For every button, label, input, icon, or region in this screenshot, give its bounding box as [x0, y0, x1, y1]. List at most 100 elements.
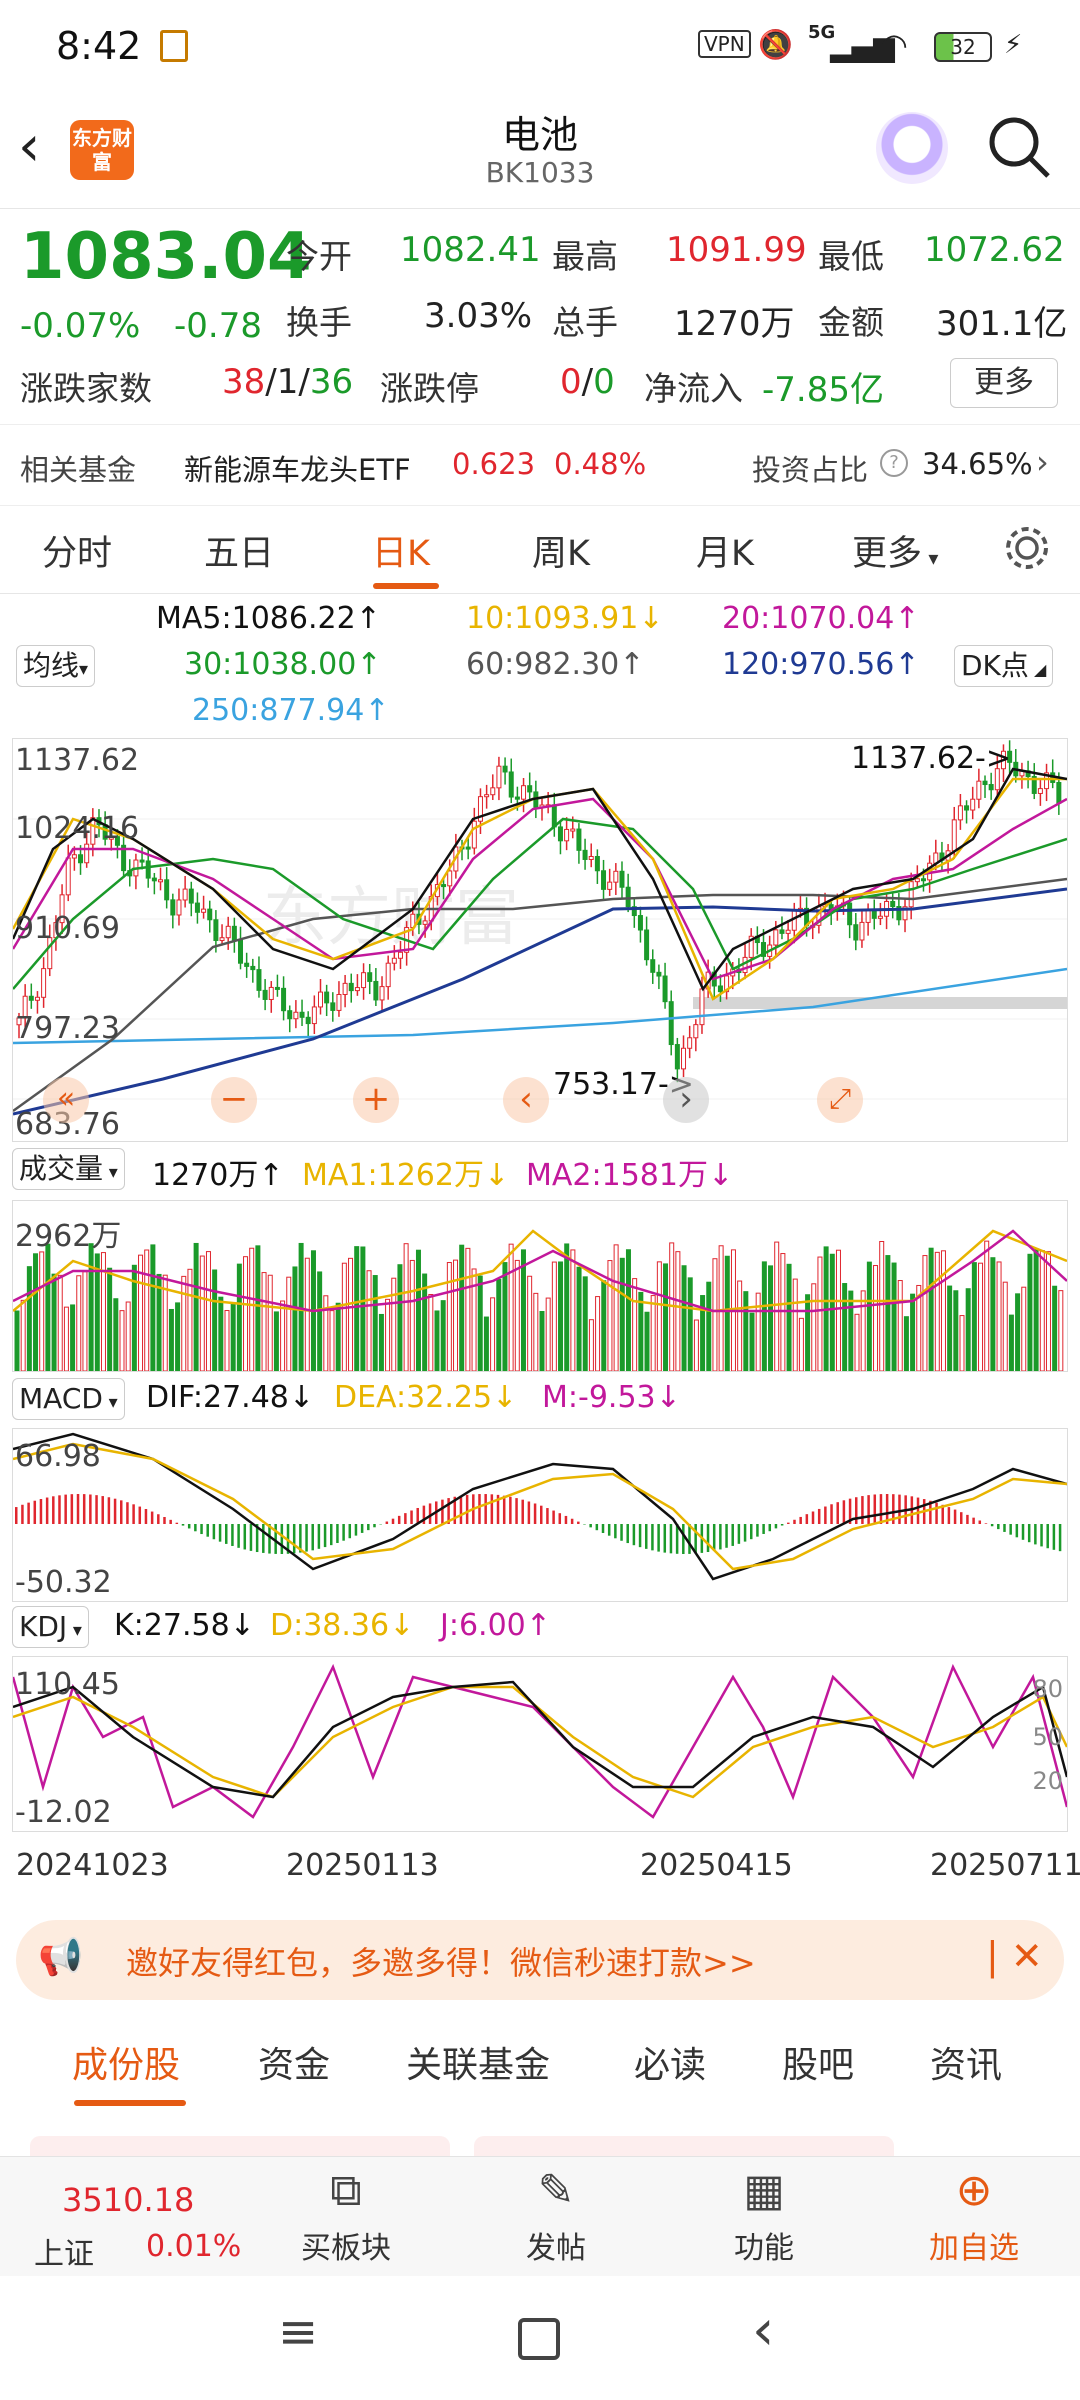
macd-bar	[373, 1524, 376, 1528]
index-percent[interactable]: 0.01%	[146, 2229, 242, 2264]
home-icon[interactable]	[518, 2318, 560, 2360]
volume-bar	[280, 1300, 286, 1371]
tab-must-read[interactable]: 必读	[634, 2045, 707, 2086]
fullscreen-icon[interactable]: ⤢	[817, 1077, 863, 1123]
low-label: 最低	[818, 237, 884, 276]
candle-body	[422, 920, 428, 925]
index-name[interactable]: 上证	[34, 2237, 94, 2272]
back-nav-icon[interactable]: ‹	[752, 2298, 775, 2363]
macd-svg	[13, 1432, 1067, 1581]
tab-weekly-k[interactable]: 周K	[532, 534, 590, 574]
macd-selector[interactable]: MACD ▾	[12, 1378, 125, 1420]
macd-bar	[218, 1524, 222, 1542]
volume-bar	[94, 1253, 100, 1371]
candle-body	[379, 986, 385, 1001]
volume-bars	[14, 1240, 1064, 1371]
dk-point-button[interactable]: DK点 ◢	[954, 645, 1054, 687]
volume-bar	[218, 1296, 224, 1371]
system-nav-bar: ≡ ‹	[0, 2276, 1080, 2400]
index-value[interactable]: 3510.18	[62, 2181, 195, 2219]
volume-bar	[774, 1241, 780, 1371]
candle-body	[342, 982, 348, 995]
scroll-left-icon[interactable]: ‹	[503, 1077, 549, 1123]
tab-related-funds[interactable]: 关联基金	[406, 2045, 551, 2086]
macd-bar	[1009, 1524, 1012, 1535]
nav-buy-sector[interactable]: ⧉ 买板块	[266, 2165, 426, 2267]
fund-percent: 0.48%	[554, 447, 647, 481]
candle-body	[348, 982, 354, 992]
volume-bar	[1033, 1249, 1039, 1371]
candle-body	[145, 860, 151, 879]
page-title: 电池	[501, 113, 578, 157]
macd-bar	[941, 1504, 944, 1524]
more-button[interactable]: 更多	[950, 358, 1058, 408]
assistant-avatar[interactable]	[876, 112, 948, 184]
tab-intraday[interactable]: 分时	[42, 534, 113, 574]
volume-bar	[255, 1245, 261, 1371]
volume-bar	[156, 1273, 162, 1371]
volume-bar	[576, 1266, 582, 1371]
nav-add-watchlist[interactable]: ⊕ 加自选	[894, 2165, 1054, 2267]
close-icon[interactable]: | ✕	[986, 1934, 1043, 1978]
tab-more[interactable]: 更多 ▾	[852, 534, 939, 574]
macd-bar	[1052, 1524, 1056, 1550]
volume-bar	[70, 1304, 76, 1371]
macd-bar	[719, 1524, 722, 1550]
candle-body	[970, 798, 976, 811]
date-label-1: 20241023	[16, 1848, 169, 1883]
tab-forum[interactable]: 股吧	[782, 2045, 855, 2086]
nav-functions[interactable]: ▦ 功能	[684, 2165, 844, 2267]
volume-bar	[1008, 1314, 1014, 1371]
zoom-in-icon[interactable]: +	[353, 1077, 399, 1123]
scroll-left-fast-icon[interactable]: «	[43, 1077, 89, 1123]
volume-selector[interactable]: 成交量 ▾	[12, 1148, 125, 1190]
candle-body	[656, 971, 662, 977]
nav-post[interactable]: ✎ 发帖	[476, 2165, 636, 2267]
tab-monthly-k[interactable]: 月K	[696, 534, 754, 574]
related-fund-row[interactable]: 相关基金 新能源车龙头ETF 0.623 0.48% 投资占比 ? 34.65%…	[0, 424, 1080, 506]
volume-bar	[267, 1274, 273, 1371]
volume-bar	[107, 1267, 113, 1371]
macd-bar	[397, 1515, 401, 1524]
fund-label: 相关基金	[20, 453, 137, 487]
macd-bar	[873, 1494, 877, 1524]
help-icon[interactable]: ?	[880, 449, 908, 477]
grid-icon: ▦	[743, 2165, 785, 2216]
zoom-out-icon[interactable]: −	[211, 1077, 257, 1123]
macd-bar	[725, 1524, 728, 1548]
tab-news[interactable]: 资讯	[930, 2045, 1003, 2086]
kdj-selector[interactable]: KDJ ▾	[12, 1606, 89, 1648]
tab-funds-flow[interactable]: 资金	[258, 2045, 331, 2086]
macd-bar	[70, 1494, 74, 1524]
settings-gear-icon[interactable]	[1002, 523, 1052, 573]
candle-body	[1007, 750, 1013, 763]
change-value: -0.78	[174, 306, 262, 346]
volume-bar	[564, 1243, 570, 1371]
macd-bar	[737, 1524, 741, 1544]
macd-bottom-label: -50.32	[15, 1565, 112, 1600]
back-icon[interactable]: ‹	[18, 114, 41, 179]
tab-daily-k[interactable]: 日K	[372, 534, 430, 574]
ma-selector[interactable]: 均线▾	[16, 645, 96, 687]
search-icon[interactable]	[986, 114, 1052, 180]
candle-body	[158, 879, 164, 883]
macd-bar	[793, 1519, 796, 1524]
candle-body	[84, 843, 90, 864]
kline-chart[interactable]: 东方财富 1137.62 1024.16 910.69 797.23 683.7…	[12, 738, 1068, 1142]
tab-constituents[interactable]: 成份股	[72, 2045, 181, 2086]
volume-bar	[922, 1255, 928, 1371]
volume-bar	[897, 1280, 903, 1371]
macd-bar	[620, 1524, 623, 1541]
volume-bar	[520, 1249, 526, 1371]
volume-bar	[14, 1310, 20, 1371]
scroll-right-icon[interactable]: ›	[663, 1077, 709, 1123]
volume-value: 1270万	[674, 304, 795, 344]
macd-bar	[64, 1494, 67, 1524]
volume-bar	[434, 1310, 440, 1371]
promo-banner[interactable]: 📢 邀好友得红包，多邀多得！微信秒速打款>> | ✕	[16, 1920, 1064, 2000]
tab-five-day[interactable]: 五日	[204, 534, 275, 574]
macd-bar	[305, 1524, 308, 1552]
macd-bar	[323, 1524, 327, 1548]
menu-icon[interactable]: ≡	[278, 2304, 319, 2360]
macd-bar	[675, 1524, 679, 1554]
